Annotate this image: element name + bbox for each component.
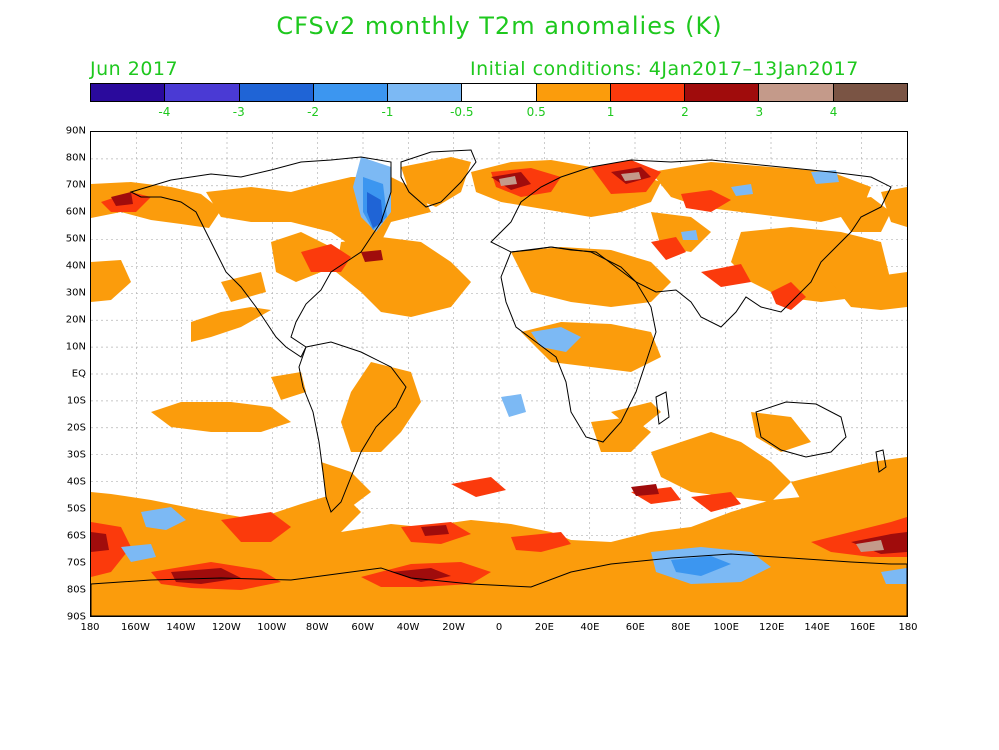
longitude-label: 60E: [625, 622, 645, 633]
chart-title: CFSv2 monthly T2m anomalies (K): [276, 12, 723, 40]
longitude-label: 140W: [166, 622, 196, 633]
longitude-label: 20W: [442, 622, 465, 633]
latitude-label: 70S: [66, 557, 86, 569]
latitude-label: 40N: [65, 260, 86, 272]
longitude-label: 0: [495, 622, 503, 633]
colorbar-segment: [759, 84, 834, 101]
latitude-label: 30N: [65, 287, 86, 299]
colorbar-tick-label: 1: [606, 105, 615, 119]
anomaly-fill-darkblue: [367, 192, 383, 228]
colorbar-tick-label: -2: [307, 105, 320, 119]
longitude-label: 120W: [211, 622, 241, 633]
latitude-label: 90N: [65, 125, 86, 137]
latitude-label: 10N: [65, 341, 86, 353]
valid-month-label: Jun 2017: [90, 58, 179, 80]
longitude-label: 40W: [396, 622, 420, 633]
colorbar-segment: [462, 84, 537, 101]
colorbar-tick-label: 4: [829, 105, 838, 119]
latitude-label: 30S: [66, 449, 86, 461]
colorbar-segment: [165, 84, 240, 101]
longitude-label: 80E: [671, 622, 691, 633]
longitude-label: 100E: [713, 622, 739, 633]
latitude-label: 20S: [66, 422, 86, 434]
longitude-label: 160W: [120, 622, 150, 633]
anomaly-map: [90, 131, 908, 617]
longitude-label: 120E: [758, 622, 785, 633]
latitude-label: 80N: [65, 152, 86, 164]
longitude-label: 180: [80, 622, 100, 633]
latitude-label: 60S: [66, 530, 86, 542]
longitude-label: 60W: [351, 622, 374, 633]
longitude-label: 80W: [305, 622, 329, 633]
latitude-label: 70N: [65, 179, 86, 191]
longitude-label: 20E: [534, 622, 554, 633]
colorbar-segment: [610, 84, 686, 101]
colorbar-segment: [833, 84, 907, 101]
colorbar-segment: [685, 84, 760, 101]
latitude-label: 60N: [65, 206, 86, 218]
colorbar-tick-label: 2: [681, 105, 689, 119]
anomaly-fill-tan: [499, 172, 884, 552]
colorbar-tick-label: -1: [381, 105, 394, 119]
colorbar-segment: [388, 84, 463, 101]
anomaly-fill-orange: [91, 157, 907, 616]
latitude-label: 50S: [66, 503, 86, 515]
initial-conditions-label: Initial conditions: 4Jan2017–13Jan2017: [470, 58, 859, 80]
latitude-label: 90S: [66, 611, 86, 623]
colorbar-segment: [91, 84, 166, 101]
coastlines: [91, 149, 907, 616]
colorbar-segment: [239, 84, 314, 101]
longitude-label: 100W: [257, 622, 287, 633]
colorbar: [90, 83, 908, 102]
latitude-label: 20N: [65, 314, 86, 326]
latitude-label: 50N: [65, 233, 86, 245]
colorbar-tick-label: 0.5: [526, 105, 546, 119]
latitude-label: 40S: [66, 476, 86, 488]
longitude-label: 180: [898, 622, 918, 633]
colorbar-segment: [536, 84, 611, 101]
colorbar-tick-label: -0.5: [450, 105, 474, 119]
latitude-label: 10S: [66, 395, 86, 407]
colorbar-tick-label: -3: [232, 105, 245, 119]
latitude-label: EQ: [71, 368, 86, 380]
colorbar-tick-label: -4: [158, 105, 171, 119]
longitude-label: 40E: [580, 622, 600, 633]
longitude-label: 140E: [804, 622, 830, 633]
longitude-label: 160E: [849, 622, 876, 633]
latitude-label: 80S: [66, 584, 86, 596]
colorbar-tick-label: 3: [755, 105, 764, 119]
colorbar-segment: [313, 84, 389, 101]
